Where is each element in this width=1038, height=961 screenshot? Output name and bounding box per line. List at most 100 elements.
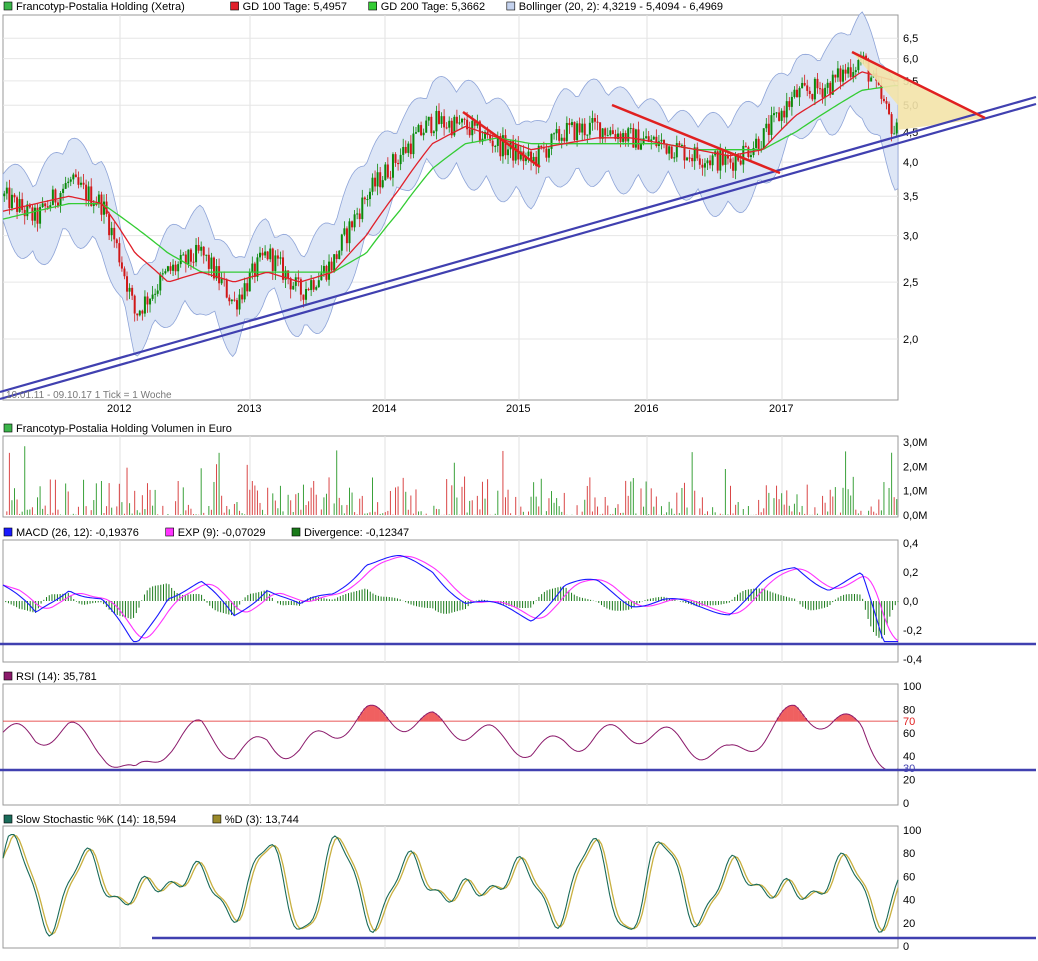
candle-body — [412, 133, 415, 155]
candle-body — [282, 257, 285, 280]
candle-body — [18, 199, 21, 212]
trendline-support-1 — [0, 95, 1037, 394]
candle-body — [335, 254, 338, 260]
panel-frame-rsi — [2, 683, 899, 806]
candle-body — [645, 136, 648, 139]
candle-body — [885, 101, 888, 104]
candle-body — [519, 151, 522, 160]
candle-body — [225, 279, 228, 298]
candle-body — [555, 129, 558, 134]
legend-swatch — [3, 527, 13, 537]
legend-swatch — [230, 1, 239, 11]
candle-body — [115, 239, 118, 244]
candle-body — [274, 255, 277, 272]
candle-body — [136, 313, 139, 316]
candle-body — [770, 115, 773, 135]
candle-body — [540, 145, 543, 148]
candle-body — [775, 112, 778, 114]
candle-body — [220, 278, 223, 284]
candle-body — [397, 162, 400, 165]
candle-body — [790, 96, 793, 107]
candle-body — [90, 186, 93, 207]
legend-label: Francotyp-Postalia Holding Volumen in Eu… — [16, 423, 232, 435]
candle-body — [256, 257, 259, 277]
candle-body — [394, 154, 397, 163]
candle-body — [660, 139, 663, 142]
candle-body — [795, 89, 798, 98]
candle-body — [238, 294, 241, 310]
candle-body — [233, 299, 236, 301]
candle-body — [333, 254, 336, 271]
candle-body — [647, 136, 650, 142]
candle-body — [343, 228, 346, 235]
candle-body — [663, 139, 666, 144]
candle-body — [161, 273, 164, 275]
candle-body — [310, 280, 313, 291]
candle-body — [258, 252, 261, 258]
candle-body — [599, 122, 602, 139]
candle-body — [683, 145, 686, 161]
candle-body — [530, 151, 533, 162]
candle-body — [164, 271, 167, 274]
y-tick-label: 60 — [903, 728, 915, 740]
trendline-red-2 — [611, 103, 781, 175]
y-tick-label: 0 — [903, 941, 909, 953]
candle-body — [524, 156, 527, 162]
legend-swatch — [506, 1, 516, 11]
candle-body — [120, 262, 123, 269]
candle-body — [10, 194, 13, 209]
legend-label: RSI (14): 35,781 — [16, 671, 97, 683]
candle-body — [44, 203, 47, 207]
candle-body — [21, 199, 24, 210]
candle-body — [780, 110, 783, 121]
macd-line — [2, 554, 898, 643]
candle-body — [72, 174, 75, 180]
candle-body — [189, 249, 192, 262]
candle-body — [207, 254, 210, 269]
candle-body — [356, 213, 359, 215]
candle-body — [739, 160, 742, 165]
candle-body — [550, 133, 553, 149]
y-tick-label: 4,0 — [903, 157, 918, 169]
candle-body — [33, 207, 36, 221]
candle-body — [151, 294, 154, 299]
candle-body — [785, 101, 788, 118]
candle-body — [230, 299, 233, 302]
y-tick-label: 40 — [903, 751, 915, 763]
candle-body — [414, 132, 417, 134]
candle-body — [389, 177, 392, 179]
candle-body — [108, 214, 111, 236]
candle-body — [74, 174, 77, 178]
candle-body — [312, 280, 315, 290]
candle-body — [187, 249, 190, 265]
candle-body — [49, 205, 52, 208]
candle-body — [831, 74, 834, 95]
candle-body — [742, 145, 745, 165]
candle-body — [437, 110, 440, 124]
candle-body — [507, 149, 510, 156]
candle-body — [105, 201, 108, 215]
legend-label: GD 200 Tage: 5,3662 — [381, 1, 485, 13]
legend-label: MACD (26, 12): -0,19376 — [16, 527, 139, 539]
candle-body — [62, 188, 65, 193]
candle-body — [629, 128, 632, 130]
candle-body — [384, 164, 387, 181]
candle-body — [345, 228, 348, 244]
candle-body — [425, 120, 428, 133]
candle-body — [798, 88, 801, 98]
candle-body — [271, 248, 274, 272]
candle-body — [305, 288, 308, 300]
candle-body — [366, 199, 369, 201]
y-tick-label: 20 — [903, 918, 915, 930]
stoch-k-line — [2, 834, 899, 937]
candle-body — [640, 143, 643, 150]
candle-body — [688, 157, 691, 159]
volume-group — [3, 446, 898, 515]
candle-body — [279, 257, 282, 259]
candle-body — [261, 252, 264, 256]
candle-body — [315, 287, 318, 290]
candle-body — [100, 194, 103, 215]
candle-body — [330, 261, 333, 271]
y-tick-label: -0,4 — [903, 654, 922, 666]
candle-body — [563, 137, 566, 142]
